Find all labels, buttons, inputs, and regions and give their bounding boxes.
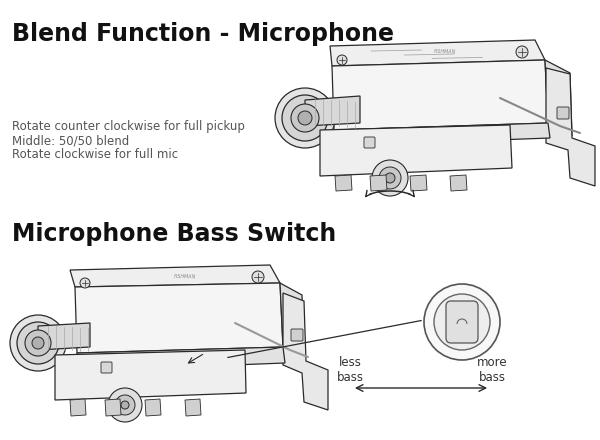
Polygon shape xyxy=(435,145,455,164)
Text: more
bass: more bass xyxy=(476,356,508,384)
Polygon shape xyxy=(283,293,328,410)
Text: FISHMAN: FISHMAN xyxy=(174,274,196,280)
Polygon shape xyxy=(334,123,550,146)
Polygon shape xyxy=(330,40,545,66)
Circle shape xyxy=(282,95,328,141)
Polygon shape xyxy=(545,60,572,136)
FancyBboxPatch shape xyxy=(101,362,112,373)
Polygon shape xyxy=(88,370,108,388)
Circle shape xyxy=(10,315,66,371)
Circle shape xyxy=(516,46,528,58)
Polygon shape xyxy=(70,399,86,416)
Polygon shape xyxy=(55,350,246,400)
Circle shape xyxy=(434,294,490,350)
Circle shape xyxy=(115,395,135,415)
Polygon shape xyxy=(450,175,467,191)
Polygon shape xyxy=(208,370,228,388)
Text: Middle: 50/50 blend: Middle: 50/50 blend xyxy=(12,134,129,147)
Polygon shape xyxy=(77,347,285,371)
Polygon shape xyxy=(320,125,512,176)
Circle shape xyxy=(275,88,335,148)
Circle shape xyxy=(32,337,44,349)
Polygon shape xyxy=(185,399,201,416)
Circle shape xyxy=(372,160,408,196)
Circle shape xyxy=(25,330,51,356)
Text: Rotate counter clockwise for full pickup: Rotate counter clockwise for full pickup xyxy=(12,120,245,133)
Polygon shape xyxy=(305,96,360,126)
Polygon shape xyxy=(105,399,121,416)
FancyBboxPatch shape xyxy=(291,329,303,341)
Polygon shape xyxy=(335,175,352,191)
Polygon shape xyxy=(410,175,427,191)
Polygon shape xyxy=(332,60,548,130)
Polygon shape xyxy=(145,399,161,416)
Text: Rotate clockwise for full mic: Rotate clockwise for full mic xyxy=(12,148,178,161)
Text: Blend Function - Microphone: Blend Function - Microphone xyxy=(12,22,394,46)
Polygon shape xyxy=(70,265,280,287)
Polygon shape xyxy=(75,283,283,353)
Text: FISHMAN: FISHMAN xyxy=(434,49,456,55)
Text: less
bass: less bass xyxy=(337,356,364,384)
Text: Microphone Bass Switch: Microphone Bass Switch xyxy=(12,222,336,246)
Polygon shape xyxy=(350,145,370,164)
Circle shape xyxy=(298,111,312,125)
Circle shape xyxy=(17,322,59,364)
Polygon shape xyxy=(390,145,410,164)
FancyBboxPatch shape xyxy=(557,107,569,119)
Circle shape xyxy=(252,271,264,283)
Polygon shape xyxy=(475,145,495,164)
Polygon shape xyxy=(280,283,304,359)
Polygon shape xyxy=(546,68,595,186)
FancyBboxPatch shape xyxy=(364,137,375,148)
Circle shape xyxy=(291,104,319,132)
FancyBboxPatch shape xyxy=(446,301,478,343)
Polygon shape xyxy=(38,323,90,350)
Circle shape xyxy=(108,388,142,422)
Circle shape xyxy=(121,401,129,409)
Circle shape xyxy=(337,55,347,65)
Circle shape xyxy=(385,173,395,183)
Circle shape xyxy=(424,284,500,360)
Polygon shape xyxy=(370,175,387,191)
Polygon shape xyxy=(125,370,145,388)
Polygon shape xyxy=(168,370,188,388)
Circle shape xyxy=(80,278,90,288)
Circle shape xyxy=(379,167,401,189)
